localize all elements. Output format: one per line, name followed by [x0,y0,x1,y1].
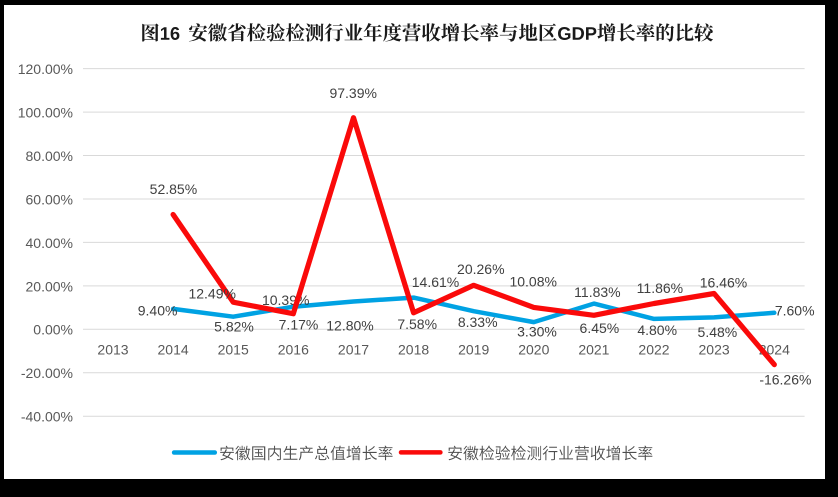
svg-text:2015: 2015 [218,342,249,358]
svg-text:97.39%: 97.39% [329,85,376,101]
svg-text:12.49%: 12.49% [188,285,235,301]
svg-text:5.82%: 5.82% [214,318,254,334]
svg-text:2013: 2013 [97,342,128,358]
svg-text:2019: 2019 [458,342,489,358]
svg-text:11.86%: 11.86% [637,280,683,296]
svg-text:3.30%: 3.30% [517,324,557,340]
svg-text:2023: 2023 [699,342,730,358]
svg-text:10.39%: 10.39% [262,292,309,308]
svg-text:2020: 2020 [518,342,549,358]
svg-text:7.17%: 7.17% [279,317,319,333]
svg-text:80.00%: 80.00% [26,148,73,164]
svg-text:14.61%: 14.61% [412,274,459,290]
svg-text:60.00%: 60.00% [26,191,73,207]
svg-text:52.85%: 52.85% [150,181,197,197]
svg-text:12.80%: 12.80% [326,317,373,333]
svg-text:9.40%: 9.40% [138,302,178,318]
svg-text:40.00%: 40.00% [26,235,73,251]
svg-text:2021: 2021 [578,342,609,358]
svg-text:20.26%: 20.26% [457,261,504,277]
svg-text:2018: 2018 [398,342,429,358]
svg-text:16.46%: 16.46% [700,274,747,290]
svg-text:2022: 2022 [638,342,669,358]
svg-text:-16.26%: -16.26% [759,371,811,387]
svg-text:0.00%: 0.00% [33,322,73,338]
svg-text:20.00%: 20.00% [26,278,73,294]
svg-text:5.48%: 5.48% [698,324,738,340]
svg-text:11.83%: 11.83% [574,284,620,300]
svg-text:2016: 2016 [278,342,309,358]
svg-text:8.33%: 8.33% [458,314,498,330]
svg-text:100.00%: 100.00% [18,105,73,121]
svg-text:4.80%: 4.80% [637,322,677,338]
svg-text:10.08%: 10.08% [509,274,556,290]
svg-text:6.45%: 6.45% [580,320,620,336]
svg-text:120.00%: 120.00% [18,61,73,77]
svg-text:2017: 2017 [338,342,369,358]
svg-text:7.58%: 7.58% [397,316,437,332]
svg-text:-40.00%: -40.00% [21,409,73,425]
svg-text:-20.00%: -20.00% [21,365,73,381]
svg-text:2014: 2014 [158,342,189,358]
svg-text:7.60%: 7.60% [775,302,815,318]
